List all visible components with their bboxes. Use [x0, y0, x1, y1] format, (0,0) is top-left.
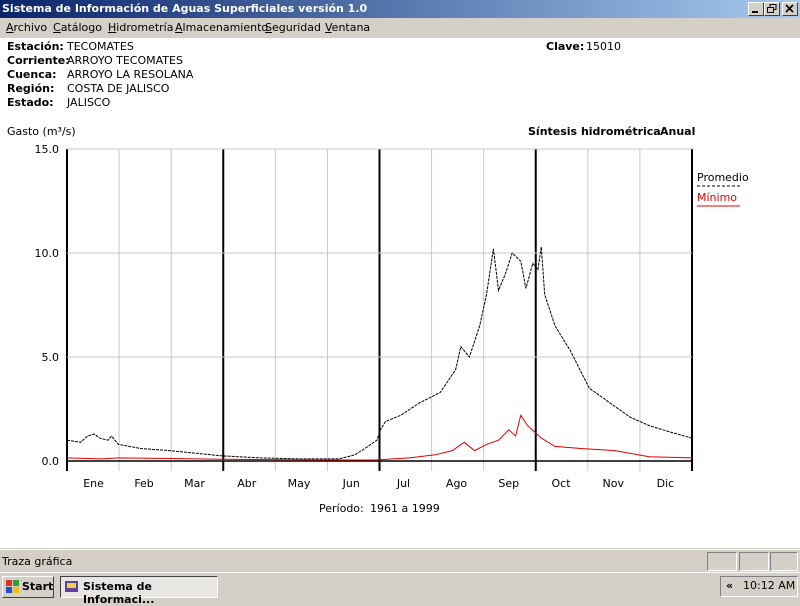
- close-button[interactable]: [782, 2, 798, 16]
- x-tick-label: Ene: [83, 477, 104, 490]
- task-label: Sistema de Informaci...: [83, 580, 155, 606]
- field-value: ARROYO LA RESOLANA: [67, 68, 194, 81]
- series-line: [66, 246, 693, 460]
- minimize-button[interactable]: [748, 2, 764, 16]
- menu-item[interactable]: Almacenamiento: [175, 21, 269, 34]
- restore-icon: [767, 4, 777, 13]
- status-text: Traza gráfica: [2, 555, 73, 568]
- y-axis-label: Gasto (m³/s): [7, 125, 76, 138]
- menu-bar: Archivo Catálogo Hidrometría Almacenamiento…: [0, 18, 800, 38]
- start-button[interactable]: Start: [2, 576, 54, 598]
- restore-button[interactable]: [764, 2, 780, 16]
- chart-title: Síntesis hidrométrica: [528, 125, 661, 138]
- series-line: [66, 413, 693, 461]
- task-button[interactable]: Sistema de Informaci...: [60, 576, 218, 606]
- clock: 10:12 AM: [743, 579, 796, 592]
- window-title: Sistema de Información de Aguas Superfic…: [2, 2, 368, 15]
- menu-item[interactable]: Seguridad: [265, 21, 321, 34]
- key-label: Clave:: [546, 40, 585, 53]
- taskbar: Start Sistema de Informaci... « 10:12 AM: [0, 572, 800, 606]
- minimize-icon: [752, 11, 758, 13]
- menu-item[interactable]: Catálogo: [53, 21, 102, 34]
- close-icon: [785, 4, 794, 13]
- field-value: COSTA DE JALISCO: [67, 82, 170, 95]
- legend-label: Mínimo: [697, 191, 737, 204]
- y-tick-label: 15.0: [35, 143, 60, 156]
- x-tick-label: Jul: [396, 477, 410, 490]
- client-area: Estación: TECOMATES Corriente: ARROYO TECOM…: [0, 38, 800, 548]
- x-tick-label: Oct: [551, 477, 571, 490]
- field-label: Región:: [7, 82, 55, 95]
- menu-item[interactable]: Archivo: [6, 21, 48, 34]
- start-label: Start: [22, 580, 54, 593]
- x-tick-label: Jun: [342, 477, 360, 490]
- x-tick-label: Abr: [237, 477, 257, 490]
- status-pane: [707, 552, 737, 571]
- status-pane: [739, 552, 769, 571]
- menu-item[interactable]: Ventana: [325, 21, 371, 34]
- legend-label: Promedio: [697, 171, 749, 184]
- tray-arrow[interactable]: «: [726, 579, 734, 592]
- period-label: Período:: [319, 502, 364, 515]
- task-icon: [65, 581, 78, 592]
- field-value: ARROYO TECOMATES: [67, 54, 183, 67]
- field-label: Estación:: [7, 40, 64, 53]
- chart: 0.0 5.0 10.0 15.0 Ene Feb Mar Abr May Jun Jul Ago Se…: [7, 125, 749, 515]
- field-label: Cuenca:: [7, 68, 57, 81]
- tray: « 10:12 AM: [720, 576, 798, 597]
- x-tick-label: Feb: [134, 477, 153, 490]
- x-tick-label: Sep: [498, 477, 519, 490]
- start-logo: [6, 580, 19, 593]
- y-tick-label: 5.0: [42, 351, 60, 364]
- field-label: Corriente:: [7, 54, 70, 67]
- period-value: 1961 a 1999: [370, 502, 440, 515]
- status-bar: Traza gráfica: [0, 549, 800, 572]
- x-tick-label: Nov: [602, 477, 624, 490]
- y-tick-label: 0.0: [42, 455, 60, 468]
- x-tick-label: Ago: [446, 477, 468, 490]
- menu-item[interactable]: Hidrometría: [108, 21, 174, 34]
- field-value: JALISCO: [67, 96, 111, 109]
- x-tick-label: Dic: [657, 477, 675, 490]
- field-value: TECOMATES: [67, 40, 134, 53]
- status-pane: [770, 552, 798, 571]
- y-tick-label: 10.0: [35, 247, 60, 260]
- field-label: Estado:: [7, 96, 54, 109]
- key-value: 15010: [586, 40, 621, 53]
- chart-subtitle: Anual: [660, 125, 695, 138]
- x-tick-label: May: [288, 477, 311, 490]
- x-tick-label: Mar: [184, 477, 205, 490]
- title-bar: Sistema de Información de Aguas Superfic…: [0, 0, 800, 18]
